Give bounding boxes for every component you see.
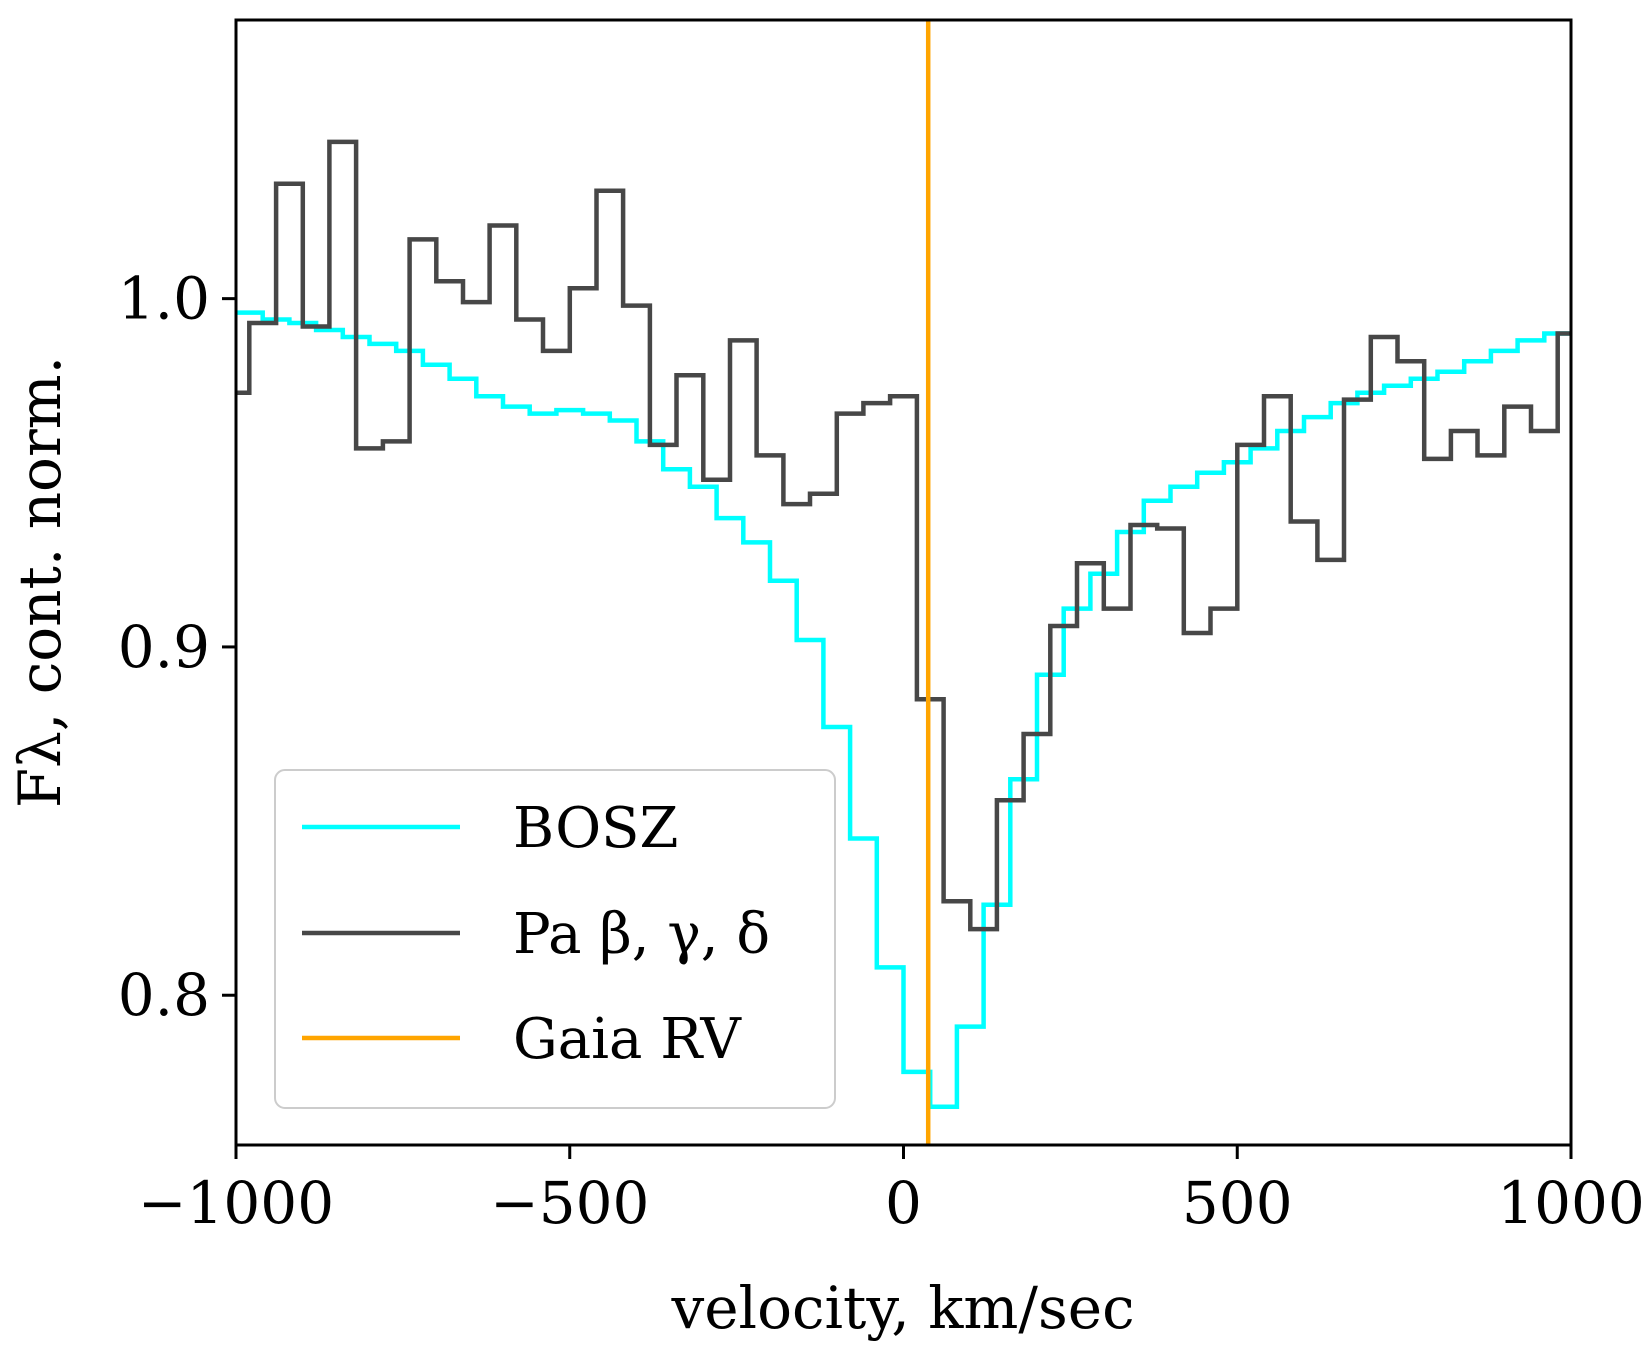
y-tick-label: 0.8	[118, 961, 210, 1029]
legend: BOSZ Pa β, γ, δ Gaia RV	[274, 769, 836, 1109]
y-tick-label: 0.9	[118, 613, 210, 681]
legend-box	[274, 769, 836, 1109]
y-axis-label: Fλ, cont. norm.	[6, 356, 74, 808]
y-axis: 0.8 0.9 1.0	[118, 265, 236, 1029]
x-tick-label: 500	[1182, 1169, 1293, 1237]
x-tick-label: 0	[885, 1169, 922, 1237]
plot-series	[236, 20, 1571, 1145]
x-axis: −1000 −500 0 500 1000	[138, 1145, 1645, 1237]
x-axis-label: velocity, km/sec	[670, 1274, 1134, 1342]
legend-label-bosz: BOSZ	[513, 796, 678, 861]
y-tick-label: 1.0	[118, 265, 210, 333]
x-tick-label: −1000	[138, 1169, 334, 1237]
legend-label-gaia-rv: Gaia RV	[513, 1007, 742, 1072]
legend-label-pa: Pa β, γ, δ	[513, 902, 770, 967]
x-tick-label: 1000	[1497, 1169, 1645, 1237]
series-line-pa	[236, 139, 1571, 932]
x-tick-label: −500	[490, 1169, 649, 1237]
